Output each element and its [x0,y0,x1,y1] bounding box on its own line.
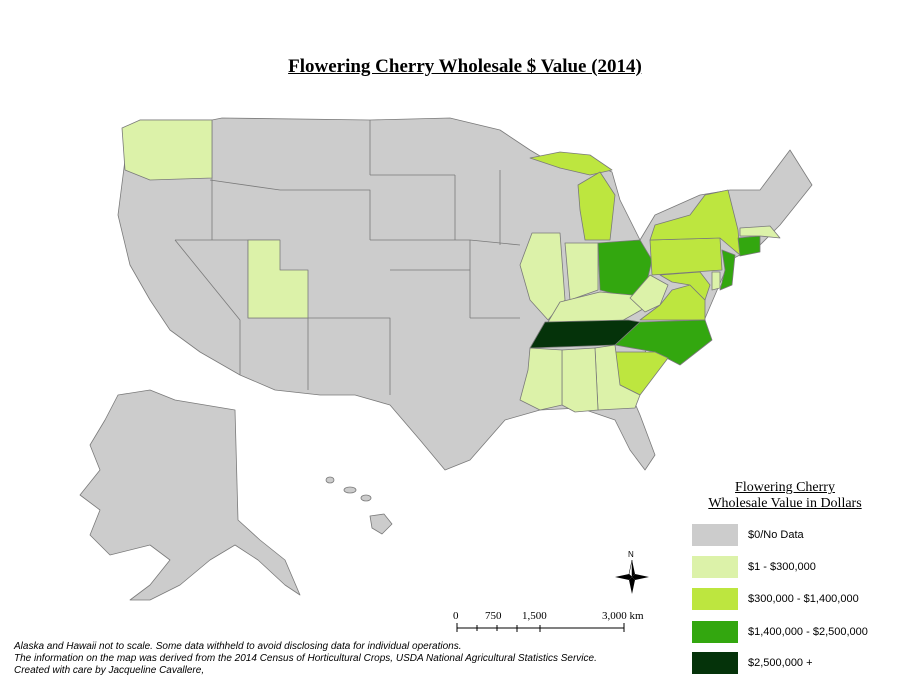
state-hi-3 [360,494,372,502]
legend-item: $1 - $300,000 [692,556,816,578]
legend-label: $1,400,000 - $2,500,000 [748,626,868,638]
credits-line-1: Alaska and Hawaii not to scale. Some dat… [14,641,462,652]
legend-label: $300,000 - $1,400,000 [748,593,859,605]
legend-label: $2,500,000 + [748,657,813,669]
credits-line-3: Created with care by Jacqueline Cavaller… [14,665,205,676]
state-nj [719,249,736,291]
legend-swatch [692,524,738,546]
state-ms [519,347,563,411]
legend-swatch [692,621,738,643]
legend-title-line1: Flowering Cherry [735,480,835,495]
state-de [711,271,721,291]
state-ny [649,189,741,256]
state-il [519,232,566,321]
legend-title-line2: Wholesale Value in Dollars [708,496,862,511]
legend-swatch [692,556,738,578]
state-in [564,242,599,301]
legend-swatch [692,588,738,610]
scale-label-0: 0 [453,610,459,622]
scale-label-3000: 3,000 km [602,610,644,622]
scale-label-1500: 1,500 [522,610,547,622]
state-ct [737,235,761,257]
credits: Alaska and Hawaii not to scale. Some dat… [14,641,597,677]
state-al [561,347,599,413]
state-mi-up [529,151,613,176]
scale-bar [456,623,625,632]
state-md [659,271,711,301]
legend-item: $300,000 - $1,400,000 [692,588,859,610]
legend-swatch [692,652,738,674]
legend-item: $1,400,000 - $2,500,000 [692,621,868,643]
compass-rose-icon [615,559,649,594]
state-wv [629,274,669,313]
state-hi-2 [343,486,357,494]
state-ut [247,239,309,319]
legend-label: $0/No Data [748,529,804,541]
state-wa [121,119,213,181]
state-mi [577,171,616,241]
north-label: N [628,550,634,559]
legend-title: Flowering Cherry Wholesale Value in Doll… [690,480,880,512]
state-hi-1 [325,476,335,484]
state-hi-4 [369,513,393,535]
legend-item: $0/No Data [692,524,804,546]
map-title: Flowering Cherry Wholesale $ Value (2014… [288,56,642,77]
credits-line-2: The information on the map was derived f… [14,653,597,664]
scale-label-750: 750 [485,610,502,622]
state-ma [739,225,781,239]
state-ak [79,389,301,601]
legend-label: $1 - $300,000 [748,561,816,573]
legend-item: $2,500,000 + [692,652,813,674]
state-pa [649,237,723,276]
